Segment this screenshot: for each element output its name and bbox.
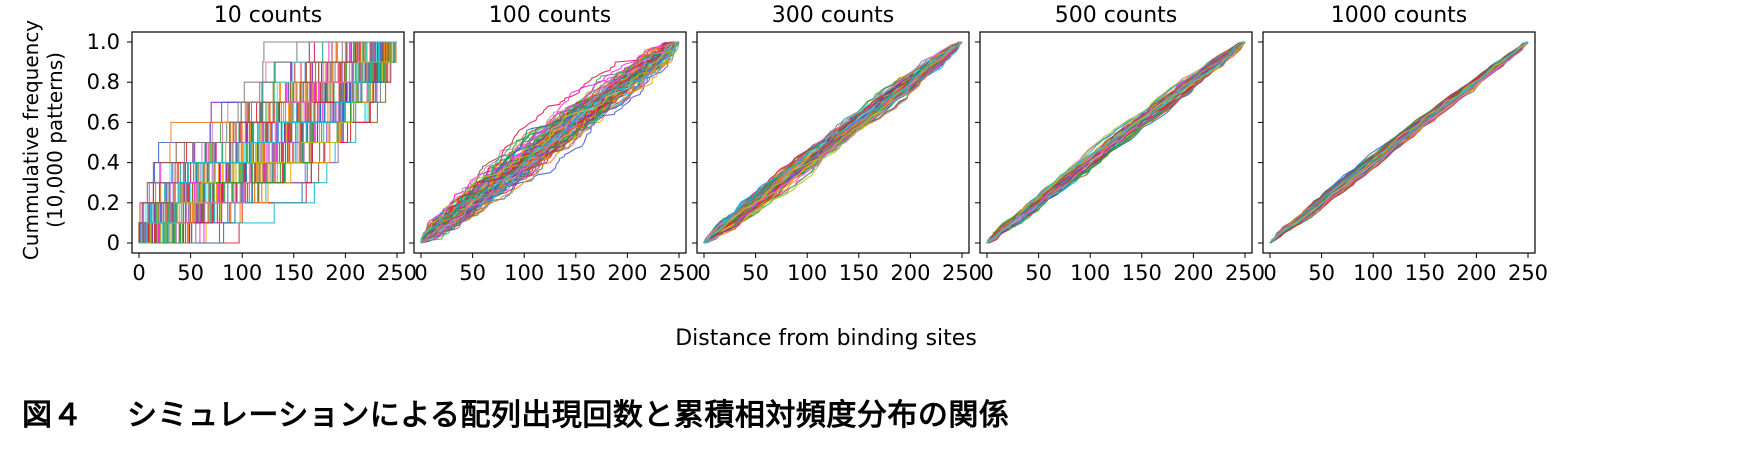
x-tick-label: 150: [1405, 261, 1445, 285]
series-line: [420, 41, 679, 243]
series-line: [139, 41, 397, 244]
series-line: [1269, 41, 1529, 244]
cdf-lines: [1269, 41, 1529, 244]
series-line: [703, 41, 962, 243]
y-tick-label: 0.4: [87, 151, 120, 175]
x-tick-label: 0: [414, 261, 427, 285]
panel-title: 300 counts: [772, 3, 895, 28]
panel-100-counts: 100 counts 0 50 100 150 200 250: [409, 3, 699, 285]
panel-300-counts: 300 counts 0 50 100 150 200 250: [692, 3, 982, 285]
x-tick-label: 200: [325, 261, 365, 285]
cdf-lines: [986, 41, 1246, 244]
panel-title: 500 counts: [1055, 3, 1178, 28]
x-tick-label: 50: [1308, 261, 1335, 285]
panel-10-counts: 10 counts 0 50 100 150 200 250 0 0.2 0.4 0.6 0.8 1.0: [87, 3, 417, 285]
x-tick-label: 100: [1070, 261, 1110, 285]
x-tick-label: 0: [132, 261, 145, 285]
x-tick-label: 0: [1263, 261, 1276, 285]
x-tick-label: 100: [787, 261, 827, 285]
x-tick-label: 200: [607, 261, 647, 285]
panel-1000-counts: 1000 counts 0 50 100 150 200 250: [1258, 3, 1548, 285]
figure-caption: 図４ シミュレーションによる配列出現回数と累積相対頻度分布の関係: [22, 390, 1009, 434]
series-line: [420, 41, 679, 244]
x-tick-label: 200: [890, 261, 930, 285]
x-tick-label: 250: [1225, 261, 1265, 285]
series-line: [420, 41, 677, 244]
x-tick-label: 50: [177, 261, 204, 285]
series-line: [1269, 41, 1528, 244]
x-tick-label: 150: [839, 261, 879, 285]
y-tick-label: 0.2: [87, 191, 120, 215]
series-line: [703, 41, 962, 244]
y-tick-label: 0.6: [87, 110, 120, 134]
x-tick-label: 200: [1456, 261, 1496, 285]
series-line: [139, 41, 397, 244]
series-line: [986, 41, 1243, 244]
x-tick-label: 100: [222, 261, 262, 285]
plot-frame: [413, 31, 687, 254]
panel-500-counts: 500 counts 0 50 100 150 200 250: [975, 3, 1265, 285]
x-tick-label: 100: [1353, 261, 1393, 285]
y-tick-label: 0: [107, 231, 120, 255]
x-tick-label: 100: [504, 261, 544, 285]
x-tick-label: 150: [1122, 261, 1162, 285]
x-tick-label: 50: [1025, 261, 1052, 285]
plot-frame: [696, 31, 970, 254]
series-line: [420, 41, 677, 244]
x-tick-label: 250: [1508, 261, 1548, 285]
plot-frame: [131, 31, 405, 254]
x-axis-label: Distance from binding sites: [675, 326, 977, 351]
series-line: [420, 41, 679, 244]
series-line: [420, 41, 679, 244]
x-tick-label: 200: [1173, 261, 1213, 285]
series-line: [1269, 41, 1528, 244]
y-tick-label: 0.8: [87, 70, 120, 94]
series-line: [139, 41, 397, 244]
x-tick-label: 250: [942, 261, 982, 285]
series-line: [420, 41, 670, 244]
caption-text: シミュレーションによる配列出現回数と累積相対頻度分布の関係: [127, 398, 1010, 433]
x-tick-label: 150: [274, 261, 314, 285]
plot-frame: [1262, 31, 1536, 254]
x-tick-label: 0: [980, 261, 993, 285]
x-tick-label: 50: [742, 261, 769, 285]
x-tick-label: 250: [377, 261, 417, 285]
series-line: [703, 41, 963, 244]
x-tick-label: 150: [556, 261, 596, 285]
x-tick-label: 0: [697, 261, 710, 285]
cdf-lines: [703, 41, 963, 244]
series-line: [986, 41, 1246, 244]
panel-title: 10 counts: [214, 3, 323, 28]
caption-label: 図４: [22, 398, 83, 433]
cdf-lines: [420, 41, 680, 244]
panel-title: 1000 counts: [1331, 3, 1468, 28]
series-line: [986, 41, 1245, 244]
panel-title: 100 counts: [489, 3, 612, 28]
y-axis-label-line2: (10,000 patterns): [43, 52, 67, 228]
y-axis-label-line1: Cummulative frequency: [19, 20, 43, 260]
x-tick-label: 50: [459, 261, 486, 285]
cdf-lines: [138, 41, 397, 244]
y-tick-label: 1.0: [87, 30, 120, 54]
series-line: [420, 41, 674, 244]
x-tick-label: 250: [659, 261, 699, 285]
plot-frame: [979, 31, 1253, 254]
